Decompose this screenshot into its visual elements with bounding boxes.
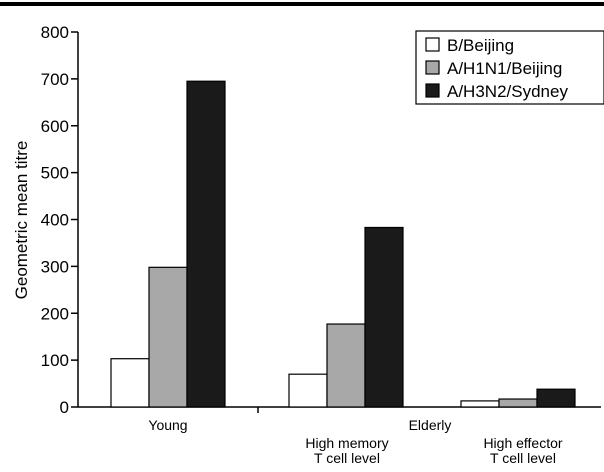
y-tick-label: 400 — [41, 211, 69, 230]
legend-box — [415, 30, 604, 105]
bar-a-h3n2-sydney-2 — [536, 388, 576, 408]
legend: B/Beijing A/H1N1/Beijing A/H3N2/Sydney — [415, 30, 604, 105]
category-label-young: Young — [148, 417, 187, 433]
y-axis: 0 100 200 300 400 500 600 700 800 — [41, 23, 79, 417]
y-axis-label: Geometric mean titre — [12, 141, 31, 300]
bar-b-beijing-0 — [110, 358, 150, 408]
legend-label: A/H3N2/Sydney — [447, 82, 568, 101]
y-tick-label: 200 — [41, 304, 69, 323]
y-tick-label: 500 — [41, 164, 69, 183]
y-tick-label: 700 — [41, 70, 69, 89]
legend-swatch — [425, 83, 440, 98]
bar-a-h1n1-beijing-0 — [148, 266, 188, 408]
category-label-2: High effector — [483, 435, 562, 451]
x-axis — [78, 406, 601, 413]
legend-swatch — [425, 37, 440, 52]
bar-a-h3n2-sydney-1 — [364, 226, 404, 408]
y-tick-label: 800 — [41, 23, 69, 42]
group-label-elderly: Elderly — [409, 417, 452, 433]
legend-label: B/Beijing — [447, 36, 514, 55]
category-label-1: T cell level — [314, 450, 380, 466]
bar-b-beijing-2 — [460, 400, 500, 408]
bar-a-h3n2-sydney-0 — [186, 80, 226, 408]
y-tick-label: 100 — [41, 351, 69, 370]
y-tick-label: 300 — [41, 257, 69, 276]
bar-a-h1n1-beijing-2 — [498, 398, 538, 408]
y-tick-label: 600 — [41, 117, 69, 136]
legend-label: A/H1N1/Beijing — [447, 59, 562, 78]
y-tick-label: 0 — [60, 398, 69, 417]
legend-swatch — [425, 60, 440, 75]
bar-b-beijing-1 — [288, 373, 328, 408]
bars — [110, 80, 576, 408]
category-label-2: T cell level — [490, 450, 556, 466]
bar-a-h1n1-beijing-1 — [326, 323, 366, 408]
category-label-1: High memory — [305, 435, 388, 451]
